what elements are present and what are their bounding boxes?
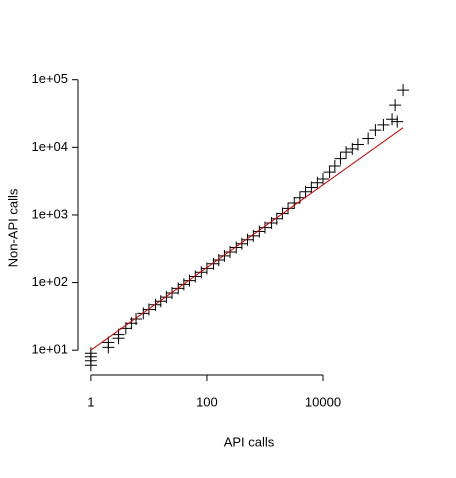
point [270, 212, 283, 225]
y-tick-label: 1e+02 [31, 274, 68, 289]
point [258, 221, 271, 234]
point [224, 246, 237, 259]
y-tick-label: 1e+05 [31, 71, 68, 86]
point [316, 173, 329, 186]
point [351, 138, 364, 151]
point [102, 336, 115, 349]
point [247, 229, 260, 242]
point [328, 159, 341, 172]
point [362, 132, 375, 145]
point [282, 202, 295, 215]
y-tick-label: 1e+03 [31, 206, 68, 221]
x-tick-label: 100 [196, 394, 218, 409]
point [311, 176, 324, 189]
fit-line [90, 127, 404, 351]
point [334, 152, 347, 165]
x-tick-label: 1 [87, 394, 94, 409]
point [142, 303, 155, 316]
point [288, 197, 301, 210]
x-tick-label: 10000 [305, 394, 341, 409]
point [397, 84, 410, 97]
point [389, 99, 402, 112]
y-tick-label: 1e+04 [31, 139, 68, 154]
point [305, 181, 318, 194]
point [386, 113, 399, 126]
point [391, 115, 404, 128]
point [84, 347, 97, 360]
point [377, 118, 390, 131]
point [369, 124, 382, 137]
point [200, 262, 213, 275]
point [340, 146, 353, 159]
y-tick-label: 1e+01 [31, 342, 68, 357]
y-axis-title: Non-API calls [5, 188, 20, 267]
point [189, 270, 202, 283]
point [323, 166, 336, 179]
point [130, 312, 143, 325]
point [165, 287, 178, 300]
x-axis-title: API calls [224, 434, 275, 449]
